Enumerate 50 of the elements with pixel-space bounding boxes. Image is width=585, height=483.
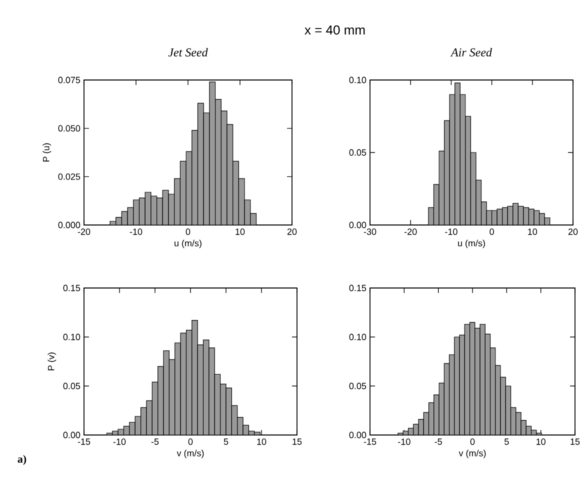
x-tick-label: 10 xyxy=(257,438,266,445)
y-tick-label: 0.05 xyxy=(349,382,366,390)
y-tick-label: 0.10 xyxy=(349,76,366,84)
x-tick-label: -10 xyxy=(445,228,458,235)
chart-title: Jet Seed xyxy=(168,48,208,56)
text: a) xyxy=(18,455,26,465)
x-tick-label: 5 xyxy=(504,438,509,445)
x-tick-label: -10 xyxy=(398,438,410,445)
y-tick-label: 0.05 xyxy=(63,382,80,390)
y-tick-label: 0.000 xyxy=(58,222,80,228)
y-tick-label: 0.15 xyxy=(349,284,366,292)
x-tick-label: -20 xyxy=(78,228,90,235)
y-axis-title: P (v) xyxy=(48,352,56,370)
y-tick-label: 0.00 xyxy=(63,432,80,438)
y-tick-label: 0.050 xyxy=(58,125,80,132)
x-axis-title: v (m/s) xyxy=(176,450,204,458)
y-tick-label: 0.05 xyxy=(349,149,366,156)
x-tick-label: -5 xyxy=(151,438,159,445)
y-tick-label: 0.10 xyxy=(63,334,80,340)
y-tick-label: 0.10 xyxy=(349,334,366,340)
x-tick-label: 10 xyxy=(528,228,538,235)
x-tick-label: -20 xyxy=(404,228,417,235)
x-tick-label: -5 xyxy=(434,438,442,445)
y-tick-label: 0.075 xyxy=(58,76,80,84)
x-tick-label: 5 xyxy=(224,438,228,445)
x-tick-label: 0 xyxy=(186,228,190,235)
x-axis-title: u (m/s) xyxy=(174,240,202,248)
x-tick-label: 15 xyxy=(292,438,302,445)
x-tick-label: -15 xyxy=(78,438,90,445)
x-tick-label: 20 xyxy=(287,228,297,235)
x-tick-label: 15 xyxy=(570,438,580,445)
x-tick-label: 10 xyxy=(536,438,546,445)
y-tick-label: 0.00 xyxy=(349,432,366,438)
x-axis-title: u (m/s) xyxy=(458,240,485,248)
y-tick-label: 0.00 xyxy=(349,222,366,228)
x-tick-label: -15 xyxy=(364,438,376,445)
y-axis-title: P (u) xyxy=(42,143,52,162)
y-tick-label: 0.15 xyxy=(63,284,80,292)
x-tick-label: 10 xyxy=(236,228,245,235)
x-tick-label: 0 xyxy=(188,438,193,445)
x-tick-label: 0 xyxy=(470,438,475,445)
x-axis-title: v (m/s) xyxy=(458,450,486,458)
x-tick-label: -10 xyxy=(130,228,142,235)
x-tick-label: 0 xyxy=(490,228,494,235)
text: x = 40 mm xyxy=(304,25,365,35)
x-tick-label: -30 xyxy=(364,228,376,235)
y-tick-label: 0.025 xyxy=(58,173,80,180)
x-tick-label: 20 xyxy=(568,228,578,235)
chart-title: Air Seed xyxy=(450,48,492,56)
x-tick-label: -10 xyxy=(113,438,126,445)
